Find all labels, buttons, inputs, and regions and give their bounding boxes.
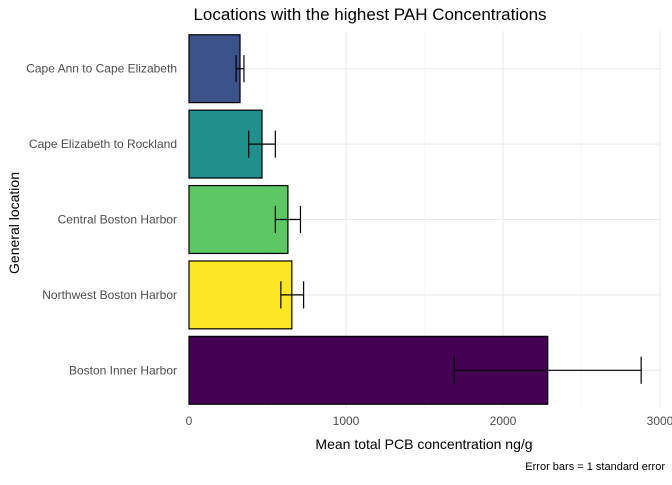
- bars: [188, 34, 549, 405]
- y-tick-labels: Cape Ann to Cape Elizabeth Cape Elizabeth…: [26, 62, 177, 378]
- y-tick-label: Central Boston Harbor: [58, 213, 177, 227]
- y-tick-label: Northwest Boston Harbor: [42, 288, 177, 302]
- error-bars: [235, 55, 642, 384]
- x-tick-labels: 0 1000 2000 3000: [186, 414, 672, 428]
- x-tick-label: 0: [186, 414, 193, 428]
- y-tick-label: Boston Inner Harbor: [69, 363, 177, 377]
- bar: [188, 34, 241, 104]
- y-tick-label: Cape Elizabeth to Rockland: [29, 137, 177, 151]
- x-tick-label: 1000: [333, 414, 360, 428]
- x-axis-title: Mean total PCB concentration ng/g: [315, 436, 532, 452]
- chart-title: Locations with the highest PAH Concentra…: [193, 5, 546, 24]
- bar: [188, 184, 289, 255]
- bar: [188, 335, 549, 405]
- x-tick-label: 3000: [647, 414, 672, 428]
- x-tick-label: 2000: [490, 414, 517, 428]
- y-axis-title: General location: [6, 172, 22, 274]
- bar: [188, 260, 293, 330]
- y-tick-label: Cape Ann to Cape Elizabeth: [26, 62, 177, 76]
- chart-caption: Error bars = 1 standard error: [525, 461, 665, 473]
